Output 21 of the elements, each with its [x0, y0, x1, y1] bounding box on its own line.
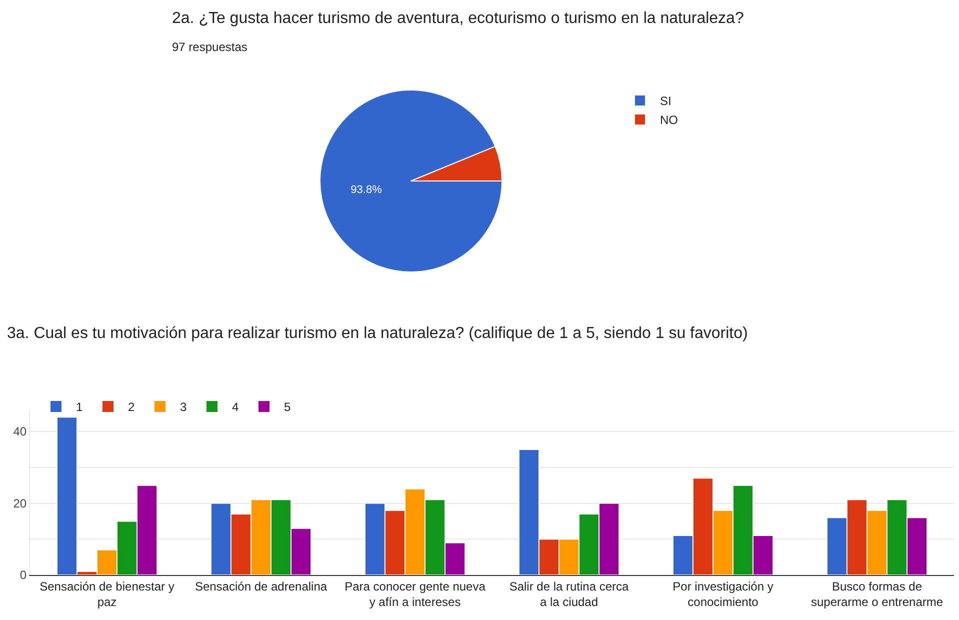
- x-tick-label: Salir de la rutina cerca a la ciudad: [509, 579, 630, 609]
- legend-label: 3: [180, 400, 187, 414]
- y-tick-label: 0: [20, 568, 27, 582]
- pie-slice: [320, 90, 502, 272]
- legend-label: 1: [76, 400, 83, 414]
- legend-label: NO: [660, 113, 678, 128]
- legend-label: 4: [232, 400, 239, 414]
- y-tick-label: 40: [13, 424, 27, 439]
- y-tick-label: 20: [13, 496, 27, 510]
- chart-title: 2a. ¿Te gusta hacer turismo de aventura, ecoturismo o turismo en la naturaleza?: [172, 10, 744, 27]
- text: 97 respuestas: [172, 40, 248, 54]
- x-tick-label: Busco formas de superarme o entrenarme: [810, 579, 944, 609]
- legend-label: SI: [660, 94, 672, 108]
- x-tick-label: Por investigación y conocimiento: [672, 579, 774, 609]
- x-tick-label: Para conocer gente nueva y afín a intereses: [344, 579, 486, 609]
- data-label: 93.8%: [350, 184, 382, 196]
- legend-label: 2: [128, 400, 135, 414]
- x-tick-label: Sensación de bienestar y paz: [40, 579, 174, 609]
- x-tick-label: Sensación de adrenalina: [194, 579, 328, 594]
- chart-title: 3a. Cual es tu motivación para realizar turismo en la naturaleza? (califique de 1 a 5, siendo 1 su favorito): [7, 325, 748, 342]
- legend-label: 5: [284, 400, 291, 414]
